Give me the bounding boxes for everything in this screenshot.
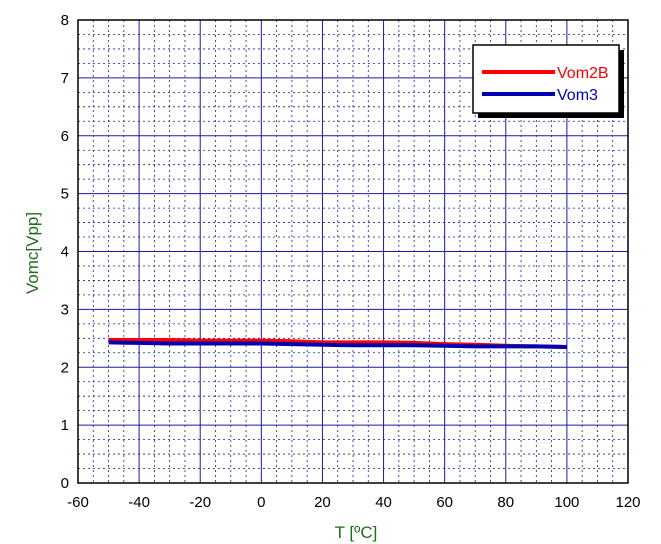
x-tick-label: 20: [314, 494, 331, 511]
y-tick-label: 8: [61, 12, 69, 29]
series-layer: [108, 338, 567, 349]
y-tick-label: 7: [61, 70, 69, 87]
x-tick-label: -60: [67, 494, 89, 511]
x-tick-label: -20: [189, 494, 211, 511]
x-tick-label: 100: [554, 494, 579, 511]
x-tick-label: 60: [436, 494, 453, 511]
x-tick-label: 120: [615, 494, 640, 511]
y-tick-label: 2: [61, 359, 69, 376]
x-tick-label: 0: [257, 494, 265, 511]
x-tick-labels: -60 -40 -20 0 20 40 60 80 100 120: [67, 494, 640, 511]
series-line-vom3: [108, 340, 567, 349]
y-tick-label: 0: [61, 475, 69, 492]
legend-label-vom3: Vom3: [557, 87, 598, 104]
legend: Vom2B Vom3: [472, 44, 624, 118]
plot-frame: [77, 19, 629, 484]
legend-box: [472, 44, 620, 114]
y-tick-labels: 0 1 2 3 4 5 6 7 8: [61, 12, 69, 492]
x-tick-label: 40: [375, 494, 392, 511]
y-tick-label: 4: [61, 244, 69, 261]
y-tick-label: 1: [61, 417, 69, 434]
y-tick-label: 5: [61, 186, 69, 203]
y-tick-label: 6: [61, 128, 69, 145]
y-tick-label: 3: [61, 301, 69, 318]
x-tick-label: -40: [128, 494, 150, 511]
legend-label-vom2b: Vom2B: [557, 65, 609, 82]
x-axis-title: T [ºC]: [335, 523, 378, 542]
y-axis-title: Vomc[Vpp]: [23, 212, 42, 294]
x-tick-label: 80: [497, 494, 514, 511]
